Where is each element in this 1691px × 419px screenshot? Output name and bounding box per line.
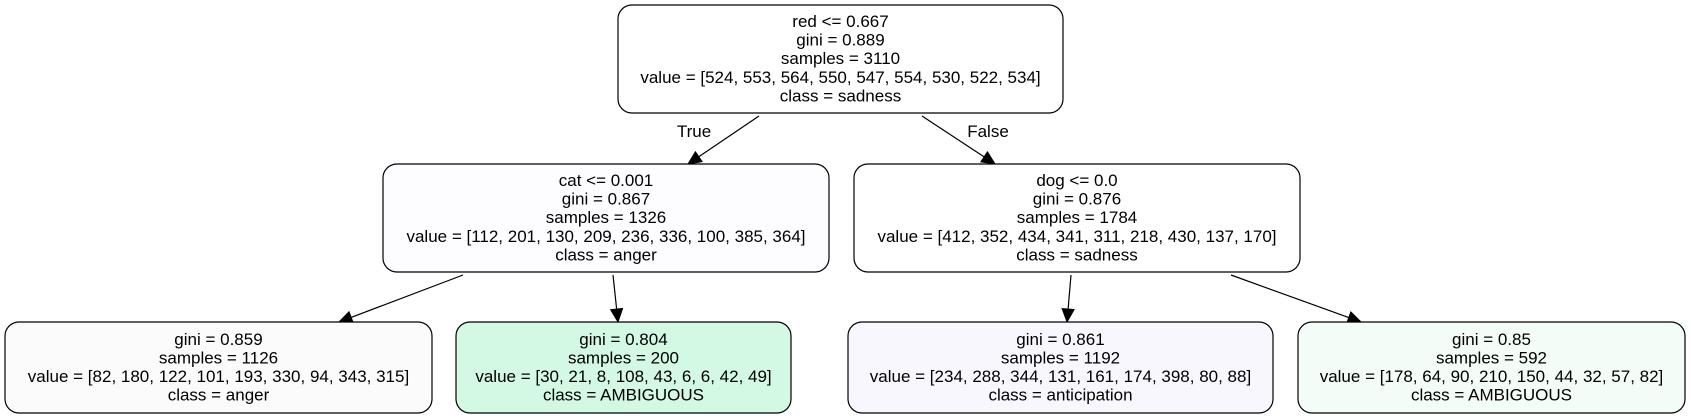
node-text-line: value = [178, 64, 90, 210, 150, 44, 32, … (1320, 367, 1664, 386)
arrowhead (609, 307, 624, 324)
node-box (1297, 321, 1686, 414)
node-box (617, 4, 1064, 114)
node-text-line: gini = 0.867 (562, 190, 650, 209)
node-text-line: class = sadness (1016, 245, 1137, 264)
arrowhead (1061, 307, 1075, 324)
node-text-line: value = [112, 201, 130, 209, 236, 336, 1… (406, 227, 805, 246)
edge-line (698, 115, 760, 158)
edge-line (1067, 274, 1072, 310)
node-text-line: samples = 3110 (781, 49, 900, 68)
node-text-line: gini = 0.876 (1033, 190, 1121, 209)
node-text-line: value = [30, 21, 8, 108, 43, 6, 6, 42, 4… (475, 367, 771, 386)
node-text-line: value = [82, 180, 122, 101, 193, 330, 94… (28, 367, 409, 386)
node-text-line: value = [412, 352, 434, 341, 311, 218, 4… (877, 227, 1276, 246)
node-text-line: value = [524, 553, 564, 550, 547, 554, 5… (640, 68, 1040, 87)
arrowhead (979, 150, 996, 165)
edge-line (612, 274, 618, 310)
node-text-line: cat <= 0.001 (559, 171, 654, 190)
node-text-line: dog <= 0.0 (1036, 171, 1117, 190)
node-text-line: samples = 1192 (1001, 348, 1120, 367)
edge-root-to-right: False (921, 115, 1009, 165)
node-text-line: samples = 1326 (546, 208, 667, 227)
node-text-line: class = sadness (780, 86, 901, 105)
node-text-line: gini = 0.889 (796, 31, 884, 50)
node-box (382, 163, 830, 273)
node-text-line: red <= 0.667 (792, 12, 888, 31)
node-text-line: samples = 200 (568, 348, 679, 367)
node-text-line: class = anger (555, 245, 657, 264)
edge-right-to-right-right (1230, 274, 1363, 324)
node-box (455, 321, 792, 414)
edge-label-true: True (677, 122, 711, 141)
edge-right-to-right-left (1061, 274, 1075, 324)
node-text-line: samples = 592 (1436, 348, 1547, 367)
edge-line (350, 274, 464, 318)
edge-line (1230, 274, 1349, 319)
node-text-line: samples = 1126 (159, 348, 278, 367)
node-text-line: gini = 0.859 (174, 330, 262, 349)
node-text-line: gini = 0.861 (1016, 330, 1104, 349)
node-box (853, 163, 1301, 273)
edge-label-false: False (967, 122, 1009, 141)
arrowhead (337, 310, 355, 324)
node-text-line: class = AMBIGUOUS (543, 386, 704, 405)
edge-left-to-left-right (609, 274, 624, 324)
node-text-line: class = anticipation (988, 386, 1132, 405)
node-text-line: gini = 0.804 (579, 330, 667, 349)
node-text-line: class = AMBIGUOUS (1411, 386, 1572, 405)
node-box (4, 321, 433, 414)
node-text-line: class = anger (168, 386, 270, 405)
edge-line (921, 115, 985, 158)
arrowhead (687, 150, 703, 165)
node-text-line: value = [234, 288, 344, 131, 161, 174, 3… (870, 367, 1251, 386)
node-text-line: gini = 0.85 (1452, 330, 1531, 349)
edge-root-to-left: True (677, 115, 760, 165)
node-box (847, 321, 1274, 414)
node-text-line: samples = 1784 (1017, 208, 1138, 227)
edge-left-to-left-left (337, 274, 464, 324)
